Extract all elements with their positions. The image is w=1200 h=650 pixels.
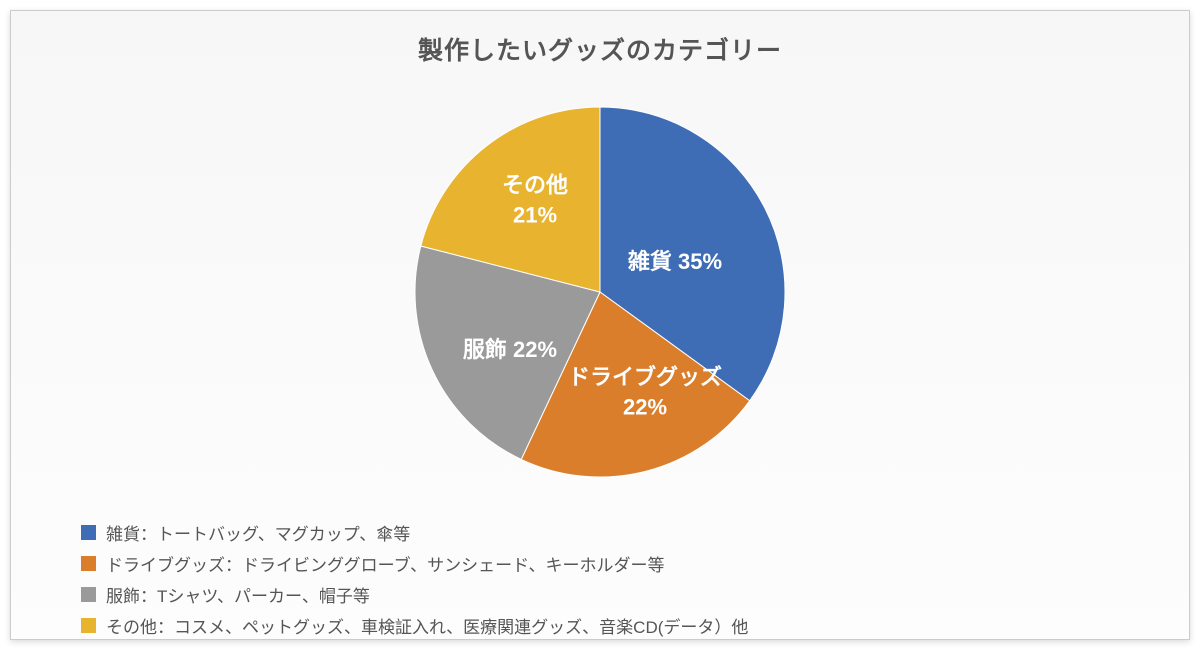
slice-label: その他21%: [502, 170, 568, 229]
pie-svg: [390, 82, 810, 502]
slice-label: 服飾 22%: [463, 335, 557, 365]
legend-swatch: [81, 618, 96, 633]
legend: 雑貨：トートバッグ、マグカップ、傘等ドライブグッズ：ドライビンググローブ、サンシ…: [81, 520, 748, 638]
pie-chart-card: 製作したいグッズのカテゴリー 雑貨 35% ドライブグッズ22% 服飾 22% その他…: [10, 10, 1190, 640]
legend-text: その他：コスメ、ペットグッズ、車検証入れ、医療関連グッズ、音楽CD(データ）他: [106, 613, 748, 638]
pie-chart: 雑貨 35% ドライブグッズ22% 服飾 22% その他21%: [390, 82, 810, 502]
legend-swatch: [81, 525, 96, 540]
legend-item: 服飾：Tシャツ、パーカー、帽子等: [81, 582, 748, 607]
legend-item: 雑貨：トートバッグ、マグカップ、傘等: [81, 520, 748, 545]
legend-item: ドライブグッズ：ドライビンググローブ、サンシェード、キーホルダー等: [81, 551, 748, 576]
legend-item: その他：コスメ、ペットグッズ、車検証入れ、医療関連グッズ、音楽CD(データ）他: [81, 613, 748, 638]
legend-text: ドライブグッズ：ドライビンググローブ、サンシェード、キーホルダー等: [106, 551, 664, 576]
legend-text: 服飾：Tシャツ、パーカー、帽子等: [106, 582, 370, 607]
legend-text: 雑貨：トートバッグ、マグカップ、傘等: [106, 520, 410, 545]
chart-title: 製作したいグッズのカテゴリー: [418, 31, 782, 67]
slice-label: ドライブグッズ22%: [568, 362, 722, 421]
slice-label: 雑貨 35%: [628, 247, 722, 277]
legend-swatch: [81, 556, 96, 571]
legend-swatch: [81, 587, 96, 602]
